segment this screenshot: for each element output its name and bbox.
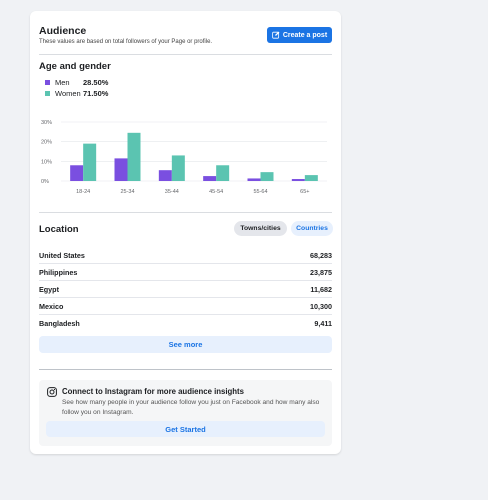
tab-countries[interactable]: Countries [291, 221, 333, 236]
instagram-title: Connect to Instagram for more audience i… [62, 387, 244, 396]
list-item: Mexico 10,300 [39, 298, 332, 315]
create-post-button[interactable]: Create a post [267, 27, 332, 43]
instagram-description: See how many people in your audience fol… [62, 399, 320, 416]
country-value: 23,875 [310, 267, 332, 277]
age-gender-chart: 0% 10% 20% 30% 18-24 25-34 35-44 45-54 55-64 65+ [41, 120, 327, 195]
country-name: Egypt [39, 284, 59, 294]
list-item: Egypt 11,682 [39, 281, 332, 298]
instagram-connect-panel: Connect to Instagram for more audience i… [39, 380, 332, 446]
x-tick-label: 18-24 [76, 189, 90, 195]
x-tick-label: 35-44 [165, 189, 179, 195]
bar-women [216, 165, 230, 181]
country-name: United States [39, 250, 85, 260]
legend-men: Men 28.50% [45, 78, 108, 87]
legend-men-pct: 28.50% [83, 78, 109, 87]
legend-women-pct: 71.50% [83, 89, 109, 98]
bar-women [304, 175, 318, 181]
edit-icon [272, 31, 280, 39]
x-tick-label: 45-54 [209, 189, 223, 195]
audience-card: Audience These values are based on total… [30, 11, 341, 454]
bar-men [291, 179, 305, 181]
age-gender-title: Age and gender [39, 61, 111, 72]
x-tick-label: 25-34 [120, 189, 134, 195]
country-value: 10,300 [310, 301, 332, 311]
get-started-button[interactable]: Get Started [46, 421, 325, 437]
country-value: 11,682 [310, 284, 332, 294]
list-item: Bangladesh 9,411 [39, 315, 332, 332]
divider [39, 54, 332, 55]
bar-men [114, 158, 128, 181]
bar-men [158, 170, 172, 181]
audience-subtitle: These values are based on total follower… [39, 39, 213, 45]
bar-women [127, 132, 141, 181]
y-tick-label: 10% [41, 159, 52, 165]
see-more-button[interactable]: See more [39, 336, 332, 353]
create-post-label: Create a post [282, 31, 328, 39]
instagram-icon [47, 387, 57, 397]
list-item: Philippines 23,875 [39, 264, 332, 281]
y-tick-label: 30% [41, 120, 52, 126]
bar-women [260, 172, 274, 181]
divider [39, 212, 332, 213]
legend-women: Women 71.50% [45, 89, 108, 98]
audience-title: Audience [39, 25, 87, 37]
country-value: 68,283 [310, 250, 332, 260]
location-tabs: Towns/cities Countries [234, 221, 333, 236]
bar-men [203, 176, 217, 181]
women-swatch [45, 91, 50, 96]
x-tick-label: 55-64 [253, 189, 267, 195]
y-tick-label: 20% [41, 140, 52, 146]
country-name: Philippines [39, 267, 78, 277]
tab-towns-cities[interactable]: Towns/cities [234, 221, 287, 236]
bar-men [247, 178, 261, 181]
divider [39, 369, 332, 370]
country-name: Bangladesh [39, 319, 80, 328]
men-swatch [45, 80, 50, 85]
bar-women [83, 143, 97, 181]
legend-women-label: Women [55, 89, 81, 98]
y-tick-label: 0% [41, 179, 49, 185]
country-value: 9,411 [314, 319, 332, 328]
list-item: United States 68,283 [39, 247, 332, 264]
x-tick-label: 65+ [300, 189, 309, 195]
legend-men-label: Men [55, 78, 70, 87]
bar-women [171, 155, 185, 181]
country-name: Mexico [39, 301, 64, 311]
bar-men [70, 165, 84, 181]
location-title: Location [39, 224, 79, 235]
